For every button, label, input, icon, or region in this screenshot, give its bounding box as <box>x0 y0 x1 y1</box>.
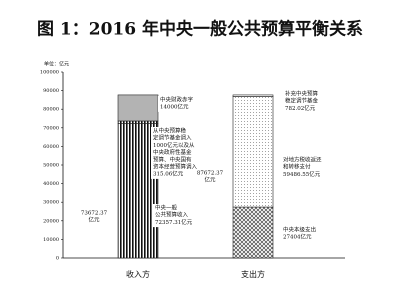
y-tick-label: 0 <box>56 256 59 262</box>
y-tick-label: 30000 <box>43 200 59 206</box>
y-tick-label: 90000 <box>43 88 59 94</box>
bar-segment <box>117 94 159 122</box>
bar-segment <box>232 96 274 208</box>
y-tick-label: 50000 <box>43 163 59 169</box>
annotation-text: 59486.55亿元 <box>283 170 321 178</box>
bar-segment <box>117 120 159 124</box>
annotation-text: 中央政府性基金 <box>153 148 192 156</box>
y-tick-label: 60000 <box>43 144 59 150</box>
annotation-text: 资本经营预算调入 <box>153 163 198 171</box>
annotation-text: 和转移支付 <box>283 163 311 171</box>
annotation-text: 中央财政赤字 <box>160 96 194 104</box>
annotation-text: 从中央预算稳 <box>153 127 187 135</box>
x-tick-label: 支出方 <box>241 269 265 279</box>
annotation-text: 亿元 <box>88 216 100 224</box>
y-tick-label: 20000 <box>43 218 59 224</box>
annotation-text: 315.06亿元 <box>153 170 184 178</box>
annotation-text: 稳定调节基金 <box>285 97 319 105</box>
annotation-text: 14000亿元 <box>160 103 189 111</box>
unit-label: 单位：亿元 <box>44 61 69 68</box>
y-tick-label: 40000 <box>43 181 59 187</box>
annotation-box <box>153 204 203 228</box>
x-tick-label: 收入方 <box>126 269 150 279</box>
annotation-box <box>158 96 208 112</box>
annotation-text: 73672.37 <box>81 211 108 217</box>
annotation-text: 782.02亿元 <box>285 104 316 112</box>
annotation-text: 预算、中央国有 <box>153 155 192 163</box>
annotation-text: 定调节基金调入 <box>153 134 192 142</box>
annotation-text: 72357.31亿元 <box>155 218 193 226</box>
bar-segment <box>232 206 274 259</box>
annotation: 从中央预算稳定调节基金调入1000亿元以及从中央政府性基金预算、中央国有资本经营… <box>151 127 201 179</box>
y-tick-label: 80000 <box>43 107 59 113</box>
annotation-box <box>151 127 201 179</box>
chart-title: 图 1：2016 年中央一般公共预算平衡关系 <box>37 19 363 40</box>
bar-segment <box>232 94 274 97</box>
annotation-text: 亿元 <box>204 176 216 184</box>
annotation-text: 中央一般 <box>155 204 178 212</box>
annotation-text: 公共预算收入 <box>155 211 189 219</box>
annotation-text: 27404亿元 <box>283 233 312 241</box>
annotation-text: 87672.37 <box>197 171 224 177</box>
y-tick-label: 100000 <box>40 70 59 76</box>
y-tick-label: 10000 <box>43 237 59 243</box>
annotation-text: 1000亿元以及从 <box>153 141 195 149</box>
annotation-text: 中央本级支出 <box>283 226 316 234</box>
y-tick-label: 70000 <box>43 125 59 131</box>
annotation-text: 对地方税收返还 <box>283 156 322 164</box>
annotation-text: 补充中央预算 <box>285 90 319 98</box>
